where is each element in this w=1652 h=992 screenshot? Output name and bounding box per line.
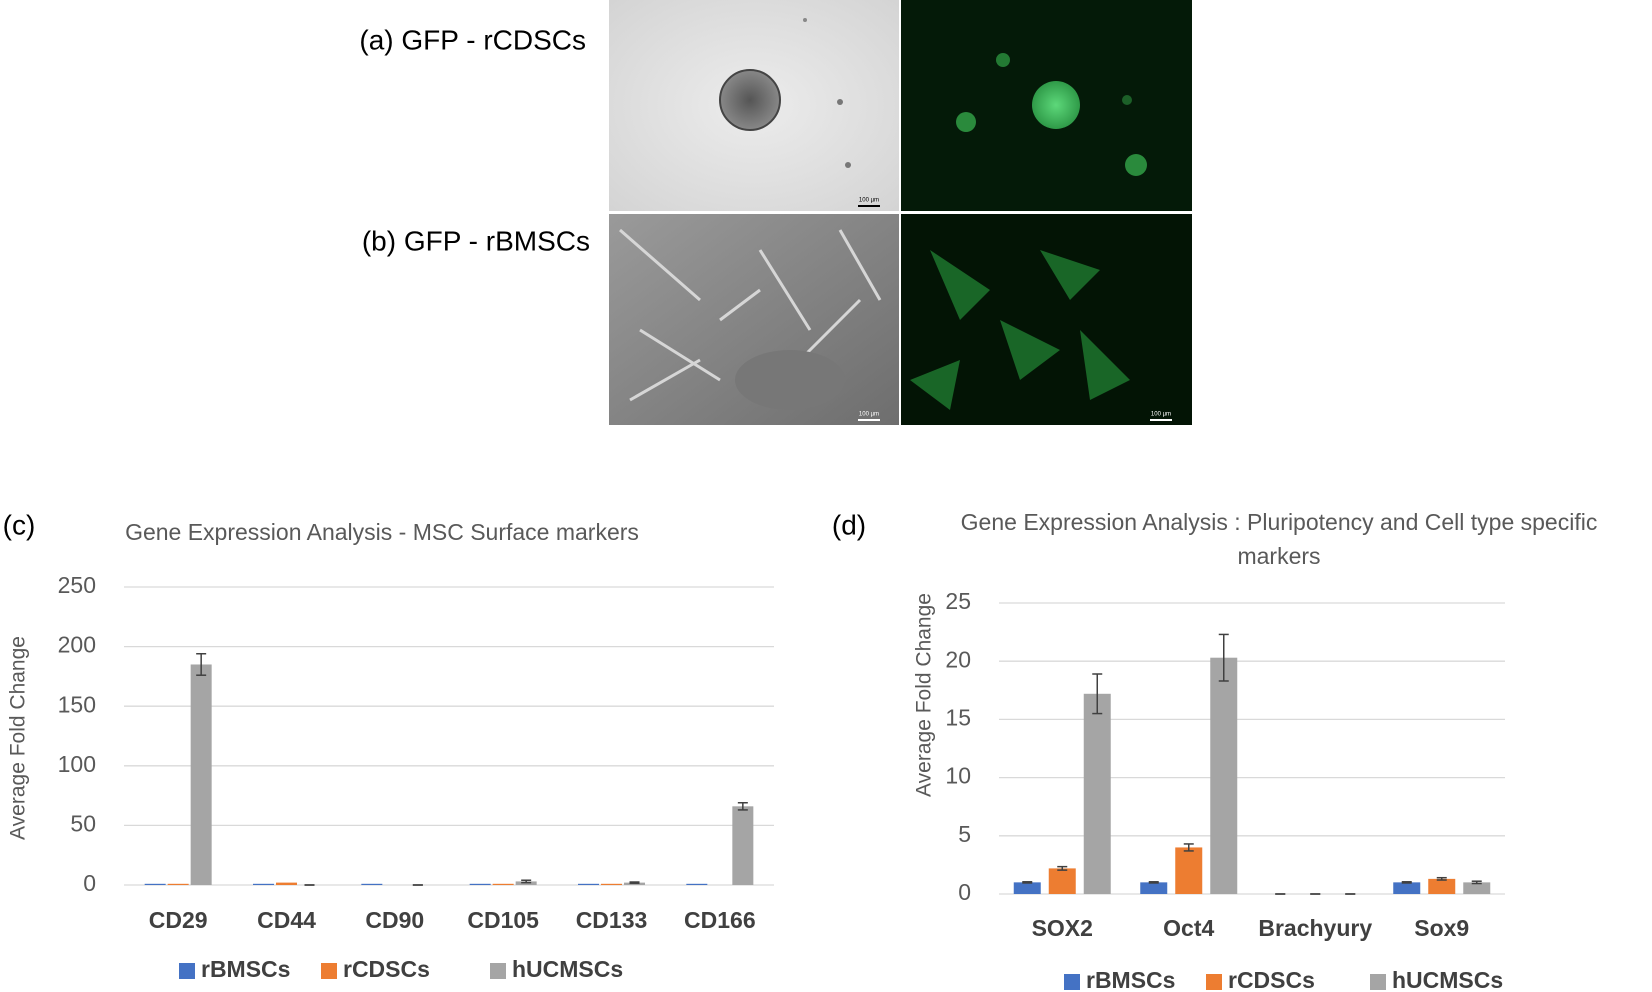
bar [578, 883, 599, 885]
bar [1013, 882, 1041, 894]
x-tick-label: Oct4 [1163, 915, 1214, 941]
x-tick-label: SOX2 [1032, 915, 1093, 941]
y-tick-label: 250 [58, 572, 96, 598]
legend-swatch [179, 963, 195, 979]
bar [1140, 882, 1168, 894]
error-bar [521, 879, 532, 884]
y-tick-label: 5 [958, 821, 971, 847]
bar [469, 883, 491, 885]
error-bar [1436, 876, 1447, 881]
bar [144, 883, 166, 885]
x-tick-label: CD29 [149, 907, 208, 933]
scale-bar-label: 100 µm [859, 198, 879, 204]
panel-label: (b) GFP - rBMSCs [362, 225, 590, 256]
legend-label: hUCMSCs [512, 956, 623, 982]
legend-swatch [1206, 974, 1222, 990]
y-tick-label: 10 [945, 763, 971, 789]
panel-label: (d) [832, 509, 866, 540]
y-tick-label: 200 [58, 632, 96, 658]
scale-bar-label: 100 µm [1151, 412, 1171, 418]
y-tick-label: 0 [958, 879, 971, 905]
bar [1393, 882, 1421, 894]
x-tick-label: CD105 [467, 907, 539, 933]
y-tick-label: 20 [945, 646, 971, 672]
legend-label: hUCMSCs [1392, 967, 1503, 992]
bar [190, 664, 212, 885]
y-tick-label: 100 [58, 751, 96, 777]
legend-swatch [1064, 974, 1080, 990]
scale-bar-label: 100 µm [859, 412, 879, 418]
error-bar [737, 802, 748, 811]
y-tick-label: 150 [58, 691, 96, 717]
error-bar [1218, 633, 1229, 682]
bar [1210, 657, 1238, 894]
legend-label: rCDSCs [343, 956, 430, 982]
bar [1175, 847, 1203, 894]
error-bar [1183, 843, 1194, 852]
error-bar [1401, 881, 1412, 884]
bar [167, 883, 189, 885]
error-bar [1471, 880, 1482, 885]
chart-title: Gene Expression Analysis - MSC Surface m… [125, 519, 639, 545]
bar [1083, 693, 1111, 894]
x-tick-label: CD44 [257, 907, 316, 933]
legend-swatch [321, 963, 337, 979]
y-tick-label: 15 [945, 704, 971, 730]
legend-label: rBMSCs [1086, 967, 1175, 992]
bar [253, 883, 274, 885]
error-bar [1092, 673, 1103, 715]
x-tick-label: CD166 [684, 907, 756, 933]
x-tick-label: CD133 [576, 907, 648, 933]
y-axis-label: Average Fold Change [7, 636, 30, 840]
y-tick-label: 50 [70, 810, 96, 836]
y-tick-label: 0 [83, 870, 96, 896]
bar [1048, 868, 1076, 894]
y-tick-label: 25 [945, 588, 971, 614]
bar [601, 883, 622, 885]
photo-fluorescence-a [901, 0, 1192, 211]
photo-fluorescence-b [901, 214, 1192, 425]
legend-label: rBMSCs [201, 956, 290, 982]
bar [276, 882, 297, 885]
x-tick-label: Brachyury [1258, 915, 1372, 941]
error-bar [196, 653, 207, 676]
bar [361, 883, 383, 885]
bar [1428, 878, 1456, 894]
legend-swatch [490, 963, 506, 979]
panel-label: (a) GFP - rCDSCs [359, 24, 586, 55]
panel-label: (c) [3, 509, 36, 540]
x-tick-label: Sox9 [1414, 915, 1469, 941]
bar [1463, 882, 1491, 894]
legend-swatch [1370, 974, 1386, 990]
legend-label: rCDSCs [1228, 967, 1315, 992]
error-bar [1057, 865, 1068, 871]
photo-brightfield-a [609, 0, 899, 211]
error-bar [1022, 881, 1033, 884]
bar [732, 806, 754, 885]
error-bar [1148, 881, 1159, 884]
bar [492, 883, 514, 885]
chart-title: Gene Expression Analysis : Pluripotency … [960, 509, 1598, 569]
error-bar [629, 881, 640, 884]
bar [686, 883, 708, 885]
x-tick-label: CD90 [365, 907, 424, 933]
photo-phase-b [609, 214, 899, 425]
y-axis-label: Average Fold Change [913, 593, 936, 797]
